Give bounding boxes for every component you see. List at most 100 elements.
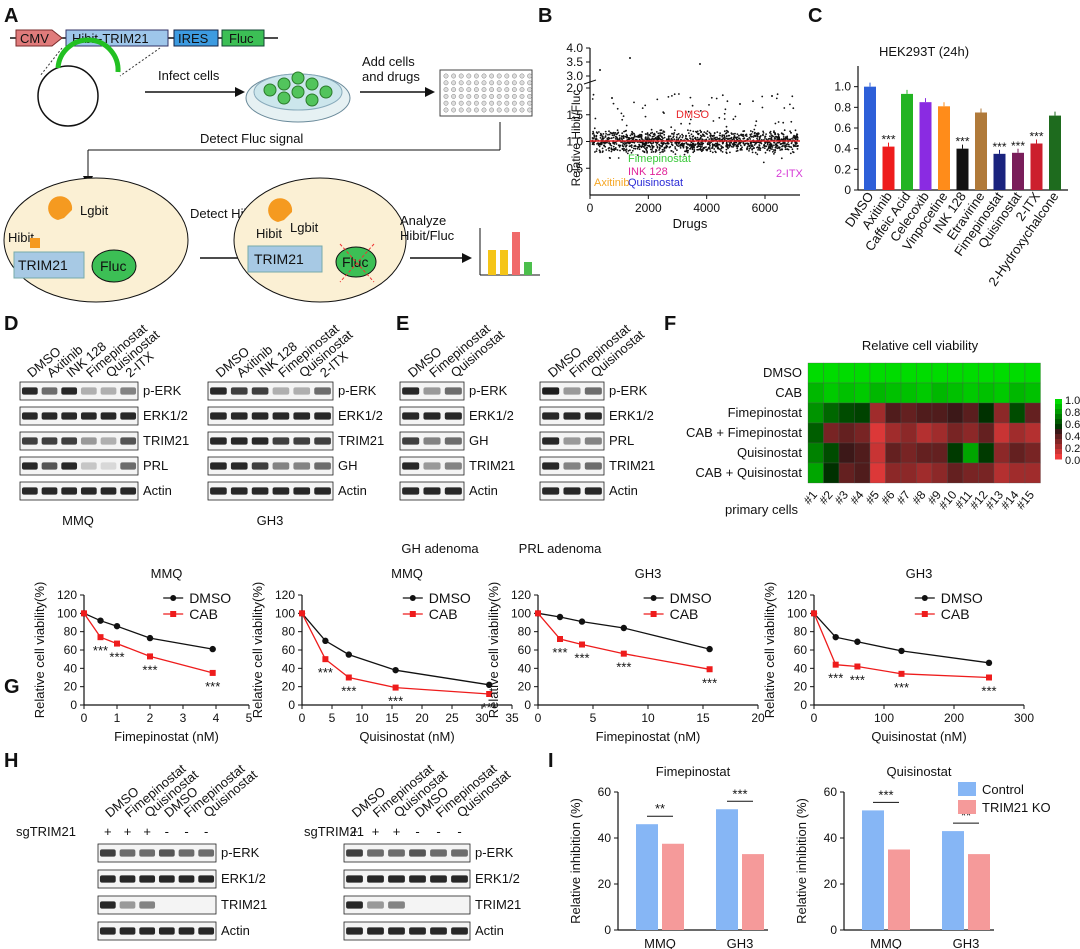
well — [504, 107, 510, 113]
d-right-band — [272, 487, 290, 495]
e-right-blot-row — [539, 381, 605, 401]
b-point — [697, 148, 700, 151]
d-right-band — [210, 487, 227, 495]
i-ylabel: Relative inhibition (%) — [568, 798, 583, 924]
h-0-band — [119, 849, 136, 857]
b-point — [703, 135, 706, 138]
b-point — [654, 141, 657, 144]
h-1-band — [409, 849, 426, 857]
f-legend-swatch — [1055, 409, 1062, 415]
g-xlabel: Quisinostat (nM) — [871, 729, 966, 744]
well — [481, 87, 487, 93]
c-ytick: 0.2 — [834, 162, 851, 176]
g-ytick: 20 — [282, 680, 296, 694]
b-point — [596, 148, 598, 150]
b-point — [796, 137, 799, 139]
g-point — [345, 674, 352, 681]
f-col-label: #15 — [1013, 488, 1037, 513]
b-point — [795, 143, 797, 145]
b-ylabel: Relative Hibit/Fluc — [569, 90, 583, 187]
b-point — [625, 124, 628, 127]
b-point — [773, 141, 775, 144]
e-left-band — [402, 437, 420, 445]
b-point — [699, 145, 701, 148]
g-point — [578, 618, 586, 625]
d-right-band — [272, 387, 290, 395]
b-point — [592, 130, 594, 133]
f-cell — [993, 382, 1010, 404]
b-point — [676, 144, 678, 147]
f-cell — [807, 382, 824, 404]
b-point — [608, 137, 611, 140]
b-point — [723, 136, 726, 139]
g-title: GH3 — [635, 566, 662, 581]
b-point — [709, 150, 712, 153]
b-point — [670, 137, 673, 140]
b-point — [599, 69, 601, 71]
f-legend-swatch — [1055, 419, 1062, 425]
e-left-row-label: ERK1/2 — [469, 408, 514, 423]
b-point — [610, 137, 613, 140]
b-point — [739, 142, 741, 145]
f-cell — [1024, 442, 1041, 464]
b-point — [687, 132, 690, 135]
g-ytick: 120 — [275, 588, 295, 602]
f-cell — [931, 462, 948, 484]
e-left-blot-row — [399, 381, 465, 401]
b-point — [765, 145, 768, 148]
g-ytick: 0 — [288, 698, 295, 712]
h-1-band — [388, 849, 405, 857]
b-label-ink128: INK 128 — [628, 166, 668, 178]
i-legend-swatch — [958, 800, 976, 814]
b-point — [603, 144, 605, 147]
b-point — [751, 135, 753, 138]
g-ytick: 100 — [275, 606, 295, 620]
b-point — [636, 154, 639, 157]
well — [451, 107, 456, 113]
b-point — [659, 134, 662, 137]
e-left-band — [444, 487, 462, 495]
hibit-label-1: Hibit — [8, 230, 34, 245]
d-right-row-label: p-ERK — [338, 383, 377, 398]
g-significance: *** — [318, 665, 333, 680]
b-point — [667, 136, 670, 138]
well — [527, 94, 532, 99]
fluc-label-1: Fluc — [100, 258, 126, 274]
d-right-band — [314, 462, 331, 470]
i-ytick: 0 — [830, 923, 837, 937]
d-left-band — [41, 387, 58, 395]
g-point — [898, 647, 905, 655]
well — [519, 94, 525, 99]
b-label-2itx: 2-ITX — [776, 168, 804, 180]
i-ytick: 60 — [824, 785, 838, 799]
g-point — [97, 634, 104, 641]
c-ytick: 0.4 — [834, 142, 851, 156]
e-left-band — [423, 462, 441, 470]
b-point — [749, 147, 752, 149]
b-point — [674, 129, 676, 132]
d-left-row-label: PRL — [143, 458, 168, 473]
b-point — [780, 138, 783, 141]
b-point — [597, 142, 600, 145]
b-point — [664, 142, 667, 145]
g-significance: *** — [702, 675, 717, 690]
b-point — [621, 118, 624, 121]
g-ytick: 0 — [524, 698, 531, 712]
h-0-row-label: TRIM21 — [221, 897, 267, 912]
b-point — [758, 144, 761, 147]
i-significance: *** — [732, 786, 747, 801]
b-point — [655, 136, 657, 139]
d-right-blot-row — [207, 456, 334, 476]
h-0-band — [198, 927, 215, 935]
g-point — [486, 691, 493, 697]
d-left-band — [21, 487, 38, 495]
b-point — [689, 129, 692, 132]
well — [458, 107, 464, 113]
b-point — [708, 131, 711, 134]
b-point — [618, 134, 621, 137]
g-xtick: 5 — [590, 711, 597, 725]
b-point — [663, 148, 666, 150]
b-point — [784, 146, 787, 149]
b-point — [667, 96, 670, 98]
b-point — [770, 135, 773, 137]
